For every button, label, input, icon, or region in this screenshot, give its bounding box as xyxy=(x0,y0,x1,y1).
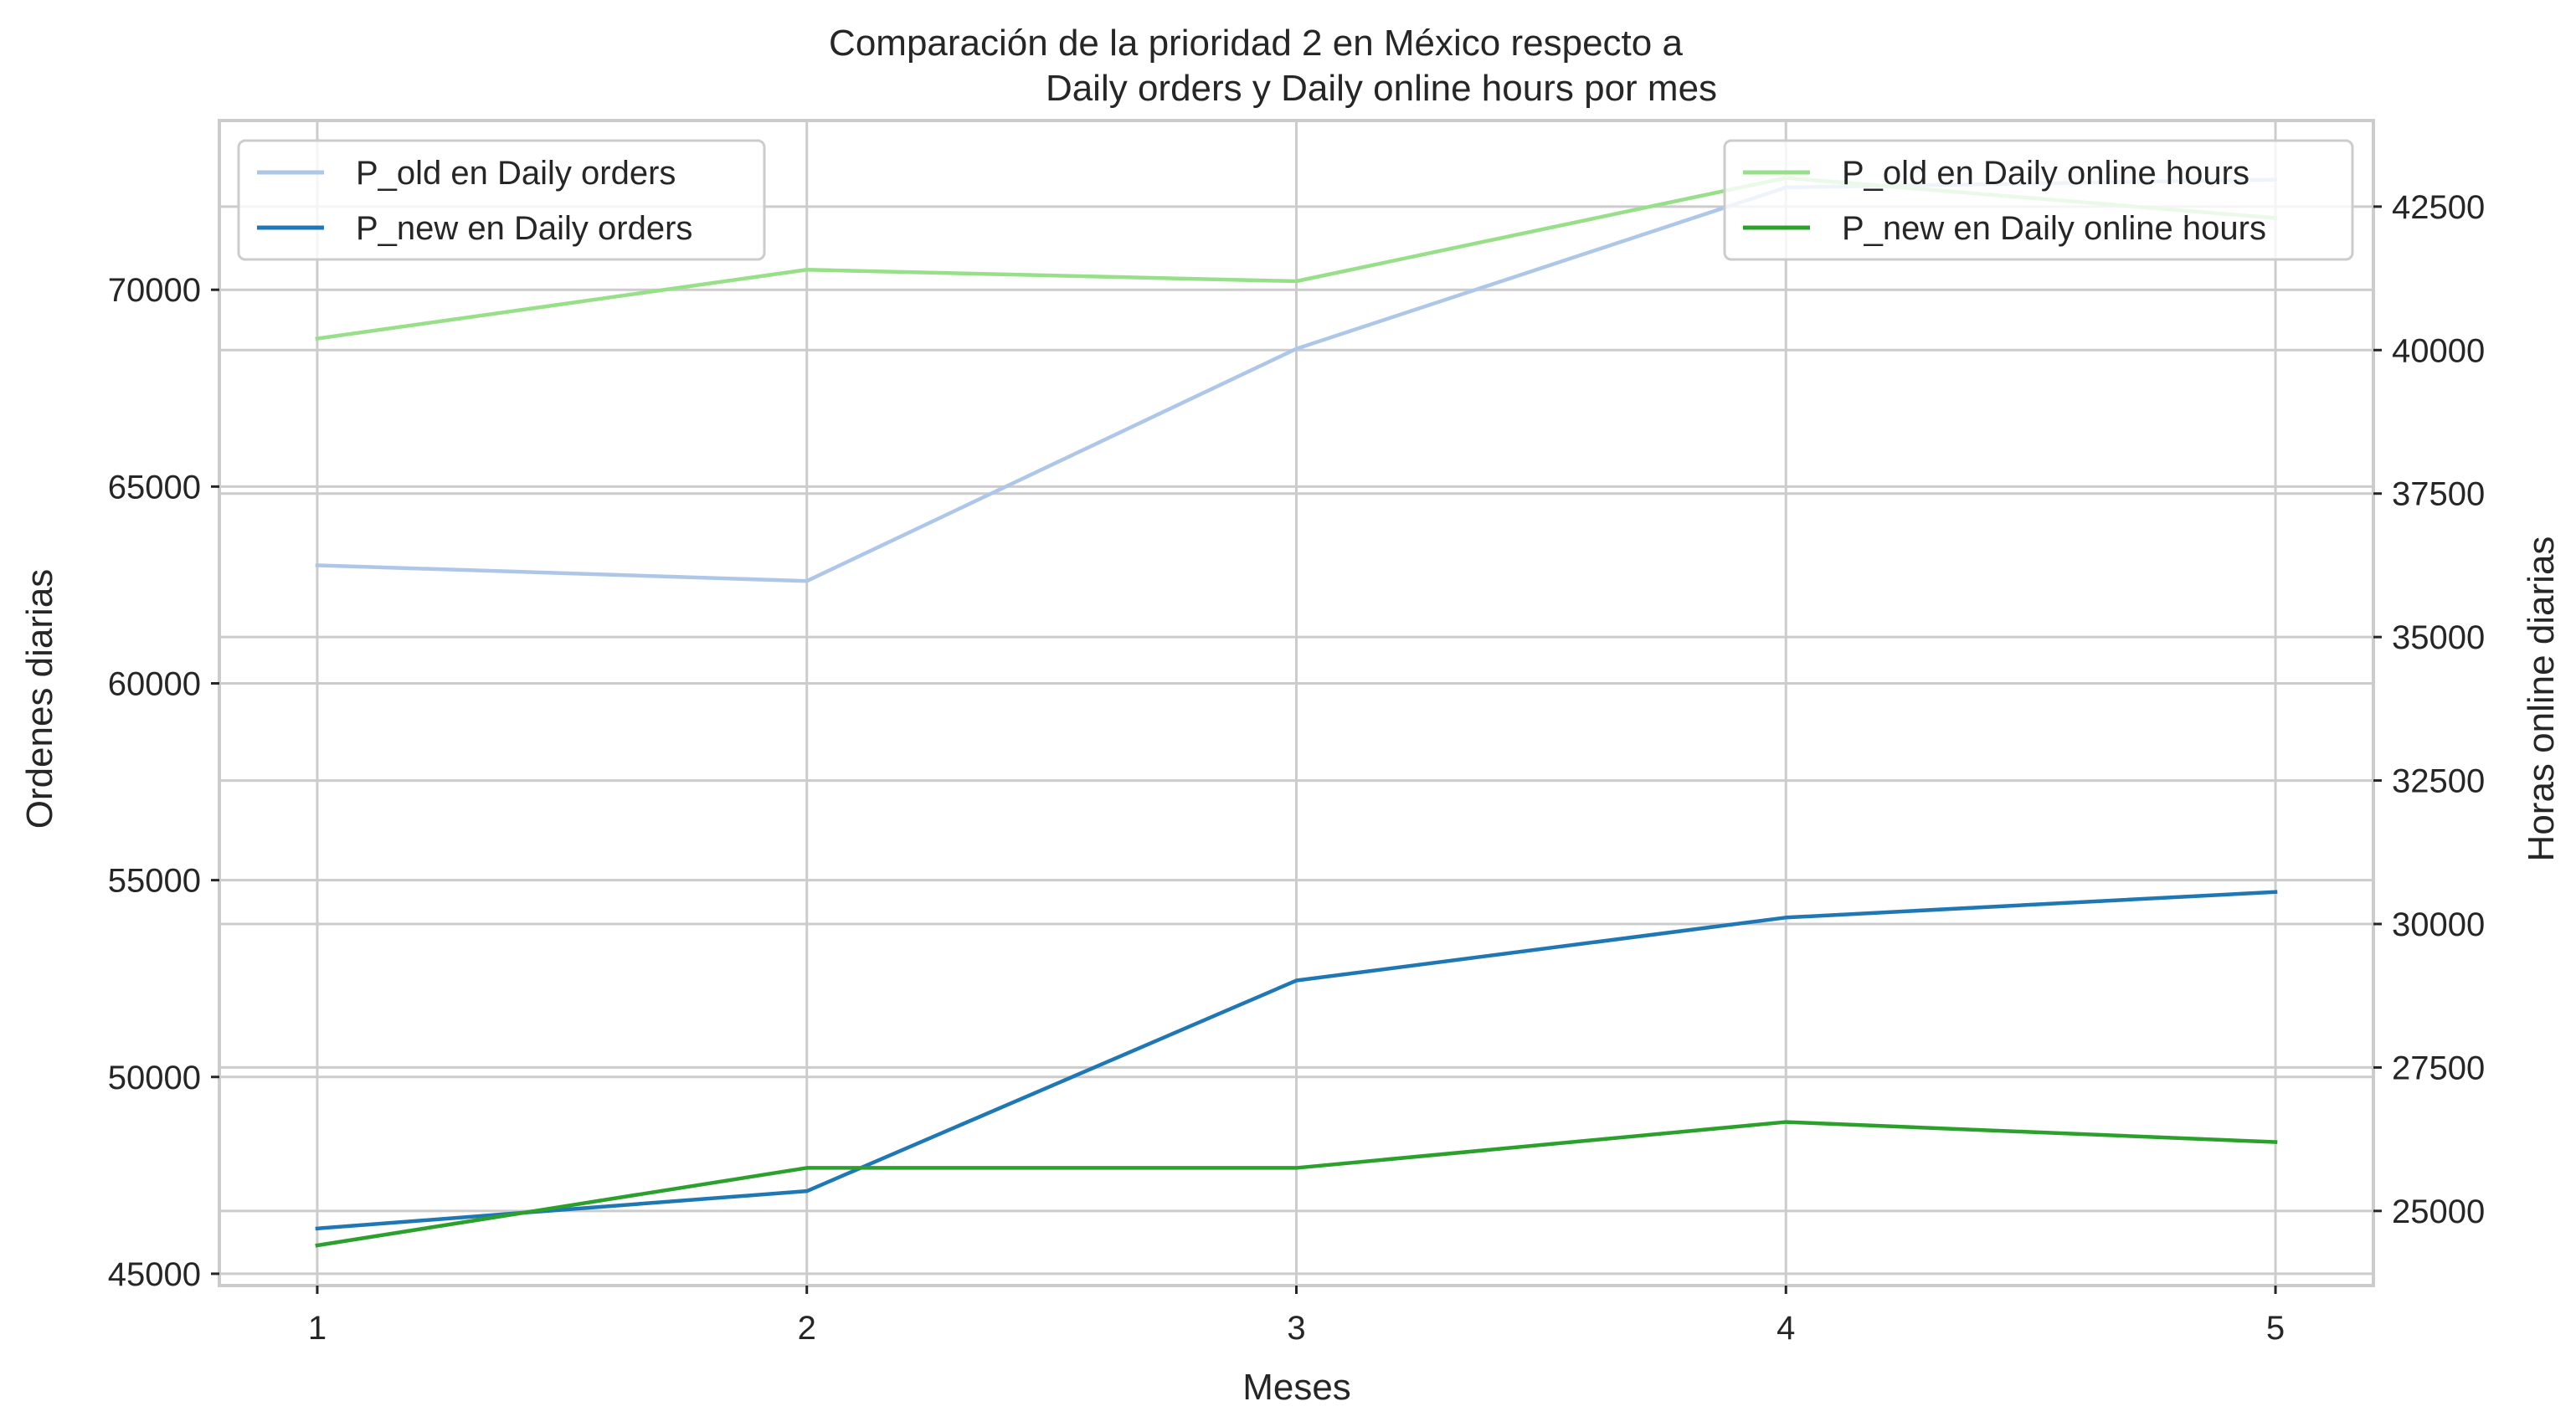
grid-lines xyxy=(219,121,2373,1286)
legend-right-box xyxy=(1723,139,2354,261)
legend-left-box xyxy=(237,139,766,261)
y-right-tick-label-40000: 40000 xyxy=(2392,332,2485,369)
y-right-tick-label-42500: 42500 xyxy=(2392,189,2485,226)
legends: P_old en Daily orders P_new en Daily orde… xyxy=(237,139,2354,261)
x-tick-label-1: 1 xyxy=(308,1310,326,1347)
x-tick-label-5: 5 xyxy=(2266,1310,2285,1347)
y-left-tick-label-45000: 45000 xyxy=(108,1256,201,1293)
legend-right-label-0: P_old en Daily online hours xyxy=(1842,155,2250,192)
y-right-tick-label-35000: 35000 xyxy=(2392,619,2485,656)
series-line-p-new-daily-orders xyxy=(315,890,2278,1231)
legend-left-label-0: P_old en Daily orders xyxy=(356,155,676,192)
legend-left-label-1: P_new en Daily orders xyxy=(356,210,692,247)
legend-left: P_old en Daily orders P_new en Daily orde… xyxy=(237,139,766,261)
y-right-tick-label-27500: 27500 xyxy=(2392,1050,2485,1086)
y-right-tick-label-37500: 37500 xyxy=(2392,476,2485,513)
y-right-tick-label-32500: 32500 xyxy=(2392,763,2485,800)
chart-title-line-1: Comparación de la prioridad 2 en México … xyxy=(829,23,1683,64)
x-axis-label: Meses xyxy=(1242,1367,1351,1408)
y-axis-right-label: Horas online diarias xyxy=(2521,536,2562,862)
y-axis-left-label: Ordenes diarias xyxy=(19,569,60,829)
legend-right-label-1: P_new en Daily online hours xyxy=(1842,210,2266,247)
series-line-p-new-daily-online-hours xyxy=(315,1120,2278,1248)
x-tick-label-4: 4 xyxy=(1776,1310,1795,1347)
y-left-tick-label-55000: 55000 xyxy=(108,863,201,900)
y-left-tick-label-70000: 70000 xyxy=(108,272,201,309)
y-left-tick-label-50000: 50000 xyxy=(108,1060,201,1096)
y-left-tick-label-60000: 60000 xyxy=(108,665,201,702)
y-left-tick-label-65000: 65000 xyxy=(108,469,201,506)
y-right-tick-label-30000: 30000 xyxy=(2392,906,2485,943)
axes: 1 2 3 4 5 45000 50000 55000 60000 65000 70000 25000… xyxy=(108,119,2485,1347)
x-tick-label-2: 2 xyxy=(798,1310,816,1347)
legend-right: P_old en Daily online hours P_new en Dail… xyxy=(1723,139,2354,261)
chart-title-line-2: Daily orders y Daily online hours por me… xyxy=(1046,68,1717,109)
x-tick-label-3: 3 xyxy=(1287,1310,1305,1347)
y-right-tick-label-25000: 25000 xyxy=(2392,1193,2485,1230)
